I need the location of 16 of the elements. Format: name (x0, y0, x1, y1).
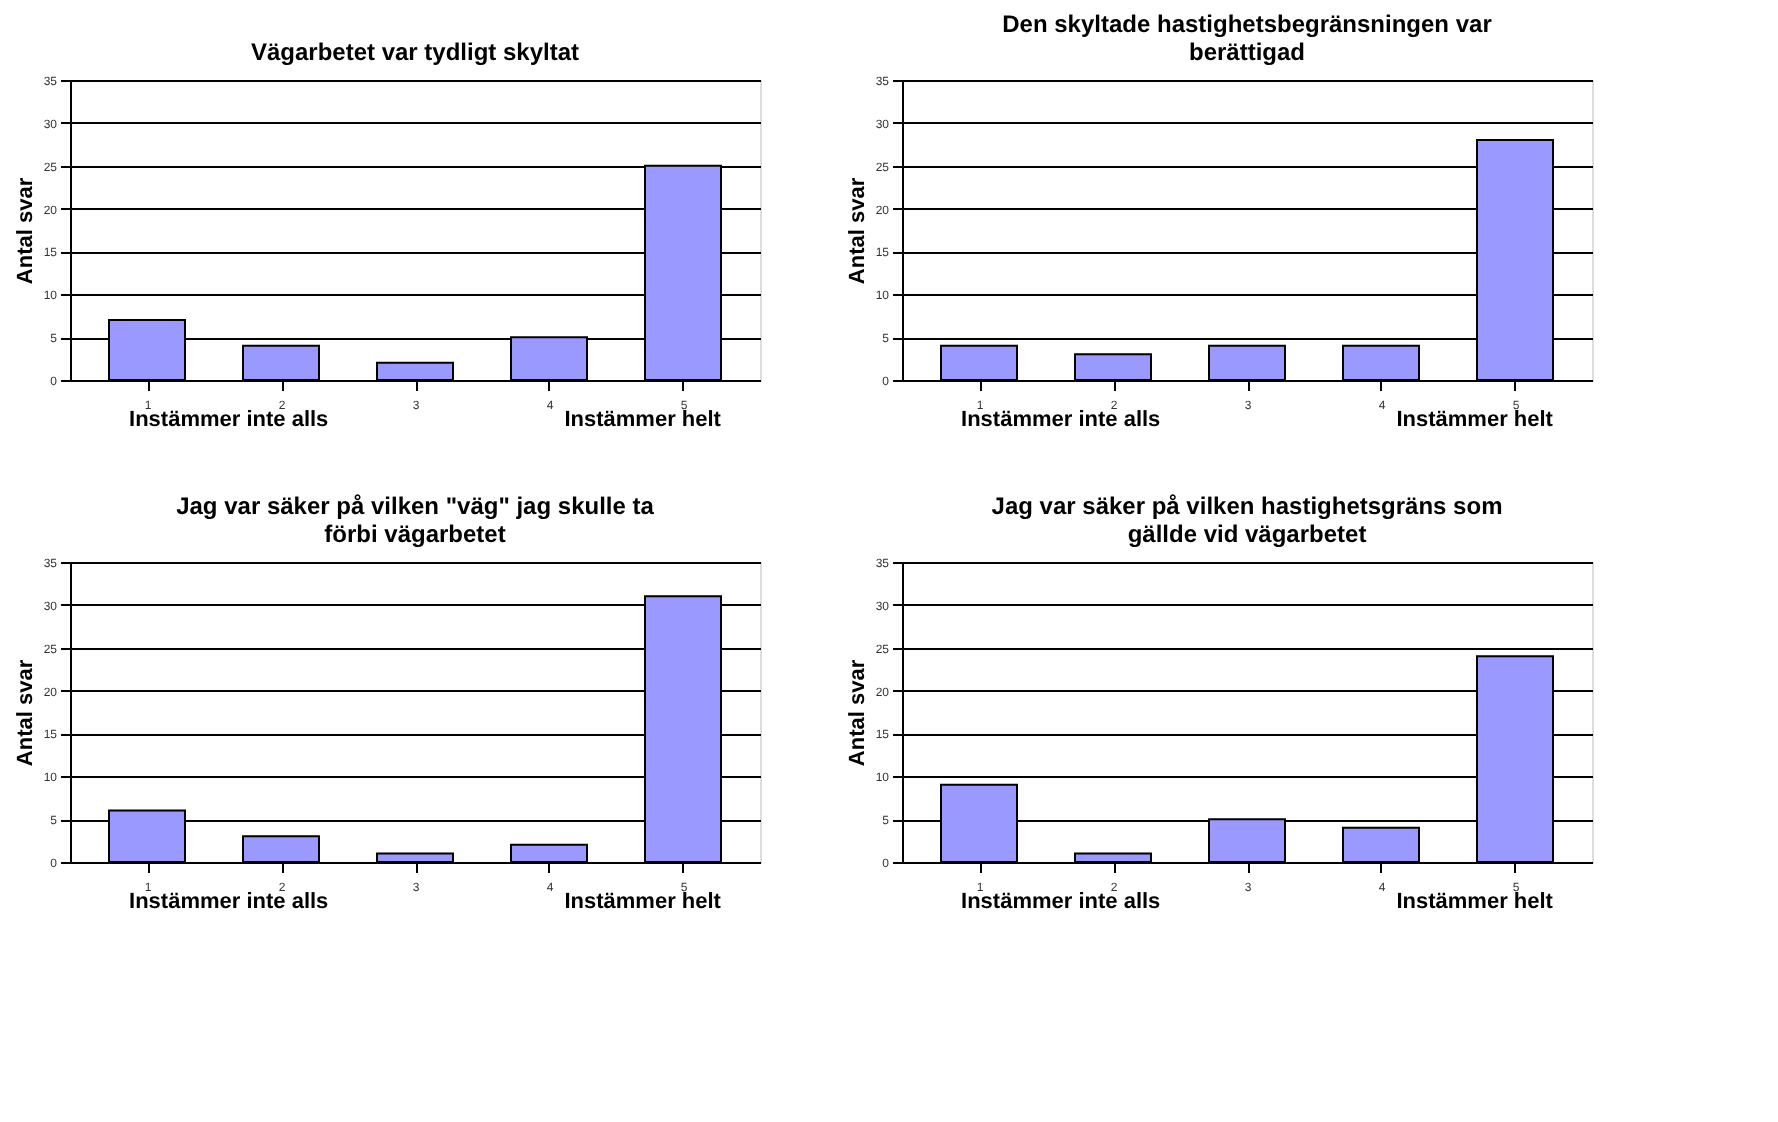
text: Instämmer helt (1396, 408, 1554, 432)
text: Instämmer inte alls (961, 408, 1161, 432)
text: Instämmer inte alls (129, 890, 329, 914)
text: Instämmer helt (564, 890, 722, 914)
chart-title: Jag var säker på vilken "väg" jag skulle ta förbi vägarbetet (176, 492, 655, 548)
y-axis-title: Antal svar (845, 658, 870, 767)
y-axis-title: Antal svar (13, 176, 38, 285)
y-axis-title: Antal svar (845, 176, 870, 285)
chart-title: Den skyltade hastighetsbegränsningen var berättigad (1002, 10, 1493, 66)
text: Instämmer inte alls (961, 890, 1161, 914)
y-axis-title: Antal svar (13, 658, 38, 767)
chart-title: Jag var säker på vilken hastighetsgräns som gällde vid vägarbetet (991, 492, 1503, 548)
chart-title: Vägarbetet var tydligt skyltat (250, 38, 580, 66)
text: Instämmer helt (1396, 890, 1554, 914)
text: Instämmer inte alls (129, 408, 329, 432)
text: Instämmer helt (564, 408, 722, 432)
